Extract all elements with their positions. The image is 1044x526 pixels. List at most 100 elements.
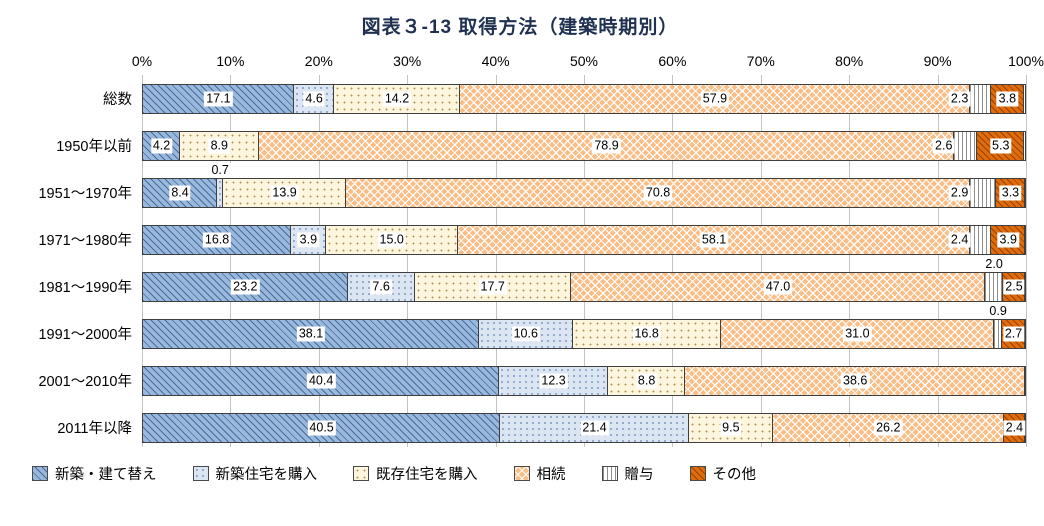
bar-row: 1981～1990年 23.2 7.6 17.7 47.0 2.0 2.5 [14, 256, 1026, 310]
bar-segment [970, 178, 996, 207]
axis-tick-label: 100% [1008, 53, 1044, 69]
axis-spacer [14, 51, 142, 75]
category-label: 1951～1970年 [38, 186, 132, 202]
value-label: 3.3 [999, 185, 1022, 200]
legend-swatch [513, 466, 530, 481]
chart-title: 図表３-13 取得方法（建築時期別） [361, 17, 679, 38]
legend-item: その他 [689, 463, 757, 484]
value-label: 8.9 [208, 138, 230, 153]
legend-label: 相続 [536, 467, 566, 483]
legend-swatch [353, 466, 369, 481]
bar-segment [970, 225, 992, 254]
value-label: 40.4 [306, 373, 336, 388]
axis-tick-label: 20% [304, 53, 333, 69]
bar-segment [994, 319, 1003, 348]
value-label: 10.6 [511, 326, 540, 341]
chart-page: 図表３-13 取得方法（建築時期別） 0% 10% 20% 30% 40% 50% 60% 7… [14, 17, 1044, 484]
legend-label: 新築・建て替え [55, 467, 157, 483]
category-label: 総数 [103, 92, 132, 108]
axis-ticks: 0% 10% 20% 30% 40% 50% 60% 70% 80% 90% 100% [132, 51, 1044, 75]
value-label: 2.4 [948, 232, 971, 247]
gridlines [142, 75, 1027, 447]
value-label: 21.4 [580, 420, 609, 435]
x-axis: 0% 10% 20% 30% 40% 50% 60% 70% 80% 90% 100% [14, 51, 1044, 75]
gridline [849, 75, 851, 447]
axis-tick-label: 30% [393, 53, 422, 69]
stacked-bar: 8.4 0.7 13.9 70.8 2.9 3.3 [142, 162, 1026, 208]
value-label: 2.0 [983, 256, 1005, 272]
value-label: 14.2 [382, 91, 412, 106]
value-label: 2.4 [1003, 420, 1026, 435]
bar-row: 総数 17.1 4.6 14.2 57.9 2.3 3.8 [14, 75, 1026, 122]
category-label: 2011年以降 [57, 421, 132, 437]
legend-item: 相続 [513, 463, 566, 484]
legend: 新築・建て替え 新築住宅を購入 既存住宅を購入 相続 贈与 その他 [32, 463, 1026, 484]
value-label: 47.0 [763, 279, 793, 294]
value-label: 57.9 [700, 91, 730, 106]
gridline [142, 75, 143, 447]
legend-item: 贈与 [601, 463, 654, 484]
bar-segment [143, 366, 500, 395]
value-label: 8.4 [169, 185, 191, 200]
axis-tick-label: 70% [746, 53, 775, 69]
stacked-bar: 16.8 3.9 15.0 58.1 2.4 3.9 [142, 224, 1026, 255]
legend-swatch [601, 466, 618, 481]
gridline [407, 75, 409, 447]
bar-row: 1971～1980年 16.8 3.9 15.0 58.1 2.4 3.9 [14, 216, 1026, 263]
legend-item: 既存住宅を購入 [353, 463, 478, 484]
bar-row: 1951～1970年 8.4 0.7 13.9 70.8 2.9 3.3 [14, 162, 1026, 216]
category-label: 1991～2000年 [38, 327, 132, 343]
value-label: 31.0 [843, 326, 872, 341]
category-label: 1971～1980年 [38, 233, 132, 249]
value-label: 15.0 [377, 232, 406, 247]
bar-row: 2011年以降 40.5 21.4 9.5 26.2 2.4 [14, 404, 1026, 451]
bar-segment [985, 272, 1003, 301]
axis-tick-label: 50% [569, 53, 599, 69]
stacked-bar: 23.2 7.6 17.7 47.0 2.0 2.5 [142, 256, 1026, 302]
gridline [760, 75, 762, 447]
category-label: 1981～1990年 [38, 280, 132, 296]
value-label: 17.1 [204, 91, 233, 106]
axis-tick-label: 0% [131, 53, 153, 69]
bar-segment [143, 131, 181, 160]
value-label: 9.5 [720, 420, 742, 435]
value-label: 2.5 [1003, 279, 1025, 294]
stacked-bar: 4.2 8.9 78.9 2.6 5.3 [142, 130, 1026, 161]
value-label: 26.2 [874, 420, 903, 435]
legend-swatch [32, 466, 48, 481]
stacked-bar: 17.1 4.6 14.2 57.9 2.3 3.8 [142, 83, 1026, 114]
bar-row: 2001～2010年 40.4 12.3 8.8 38.6 [14, 357, 1026, 404]
category-label: 2001～2010年 [38, 374, 132, 390]
value-label: 17.7 [478, 279, 507, 294]
legend-swatch [689, 466, 706, 481]
value-label: 0.7 [209, 162, 231, 178]
bar-row: 1950年以前 4.2 8.9 78.9 2.6 5.3 [14, 122, 1026, 169]
bar-segment [970, 84, 991, 113]
value-label: 12.3 [539, 373, 568, 388]
axis-tick-label: 80% [835, 53, 864, 69]
plot-area: 総数 17.1 4.6 14.2 57.9 2.3 3.8 1950年以前 4.2 8.9 78.9… [14, 75, 1027, 451]
value-label: 38.6 [841, 373, 870, 388]
value-label: 5.3 [990, 138, 1012, 153]
value-label: 78.9 [592, 138, 621, 153]
value-label: 23.2 [231, 279, 260, 294]
bar-segment [954, 131, 978, 160]
value-label: 16.8 [632, 326, 661, 341]
legend-label: 贈与 [624, 467, 654, 483]
plot-rows: 総数 17.1 4.6 14.2 57.9 2.3 3.8 1950年以前 4.2 8.9 78.9… [14, 75, 1026, 451]
bar-segment [258, 131, 955, 160]
bar-segment [217, 178, 224, 207]
value-label: 2.7 [1002, 326, 1025, 341]
legend-label: 新築住宅を購入 [215, 467, 318, 483]
legend-label: 既存住宅を購入 [376, 467, 478, 483]
value-label: 70.8 [643, 185, 673, 200]
bar-segment [291, 225, 326, 254]
value-label: 2.3 [948, 91, 971, 106]
gridline [318, 75, 320, 447]
value-label: 4.2 [150, 138, 173, 153]
gridline [937, 75, 939, 447]
axis-tick-label: 60% [658, 53, 687, 69]
legend-label: その他 [712, 467, 757, 483]
value-label: 2.6 [933, 138, 955, 153]
stacked-bar: 40.4 12.3 8.8 38.6 [142, 365, 1026, 396]
